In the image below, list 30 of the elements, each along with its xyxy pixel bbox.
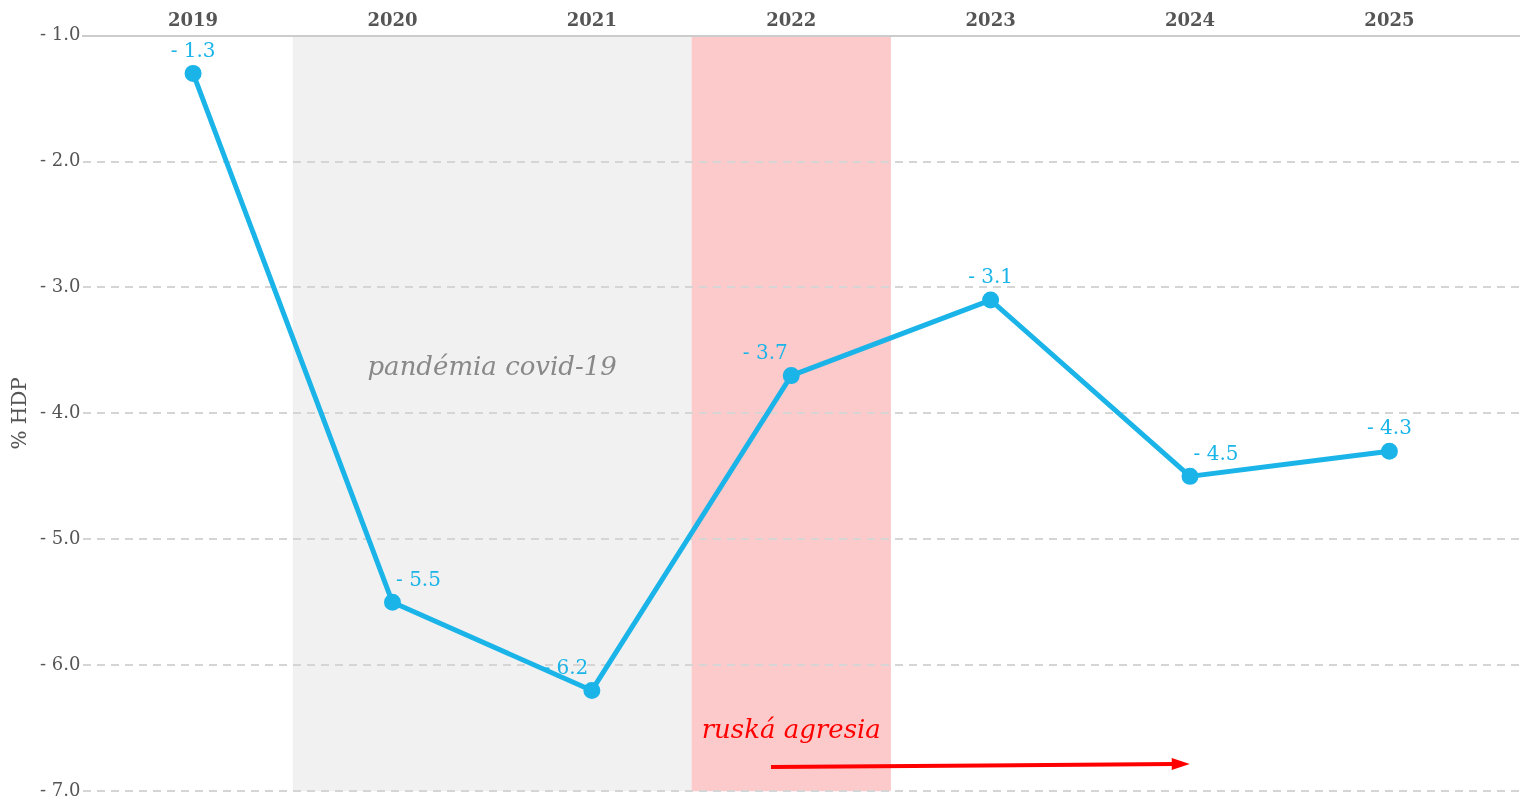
y-tick-label: - 7.0 bbox=[39, 778, 81, 800]
point bbox=[1181, 467, 1199, 485]
y-tick-label: - 6.0 bbox=[39, 652, 81, 674]
y-tick-label: - 5.0 bbox=[39, 527, 81, 549]
point bbox=[583, 681, 601, 699]
data-label: - 5.5 bbox=[396, 566, 441, 591]
y-tick-label: - 4.0 bbox=[39, 401, 81, 423]
y-axis-title: % HDP bbox=[7, 377, 32, 450]
data-label: - 1.3 bbox=[170, 37, 216, 62]
data-label: - 3.1 bbox=[968, 264, 1014, 289]
x-tick-label: 2019 bbox=[168, 9, 219, 31]
x-tick-label: 2021 bbox=[566, 9, 617, 31]
point bbox=[982, 291, 1000, 309]
x-tick-label: 2020 bbox=[367, 9, 418, 31]
x-tick-label: 2025 bbox=[1364, 9, 1415, 31]
y-tick-label: - 3.0 bbox=[39, 275, 81, 297]
data-label: - 4.5 bbox=[1193, 440, 1239, 465]
x-tick-label: 2022 bbox=[766, 9, 817, 31]
band-label: pandémia covid-19 bbox=[367, 350, 617, 381]
data-label: - 3.7 bbox=[742, 339, 788, 364]
band-label: ruská agresia bbox=[701, 713, 881, 744]
point bbox=[383, 593, 401, 611]
y-tick-label: - 1.0 bbox=[39, 23, 81, 45]
point bbox=[1380, 442, 1398, 460]
point bbox=[782, 367, 800, 385]
data-label: - 4.3 bbox=[1366, 415, 1412, 440]
y-tick-label: - 2.0 bbox=[39, 149, 81, 171]
x-tick-label: 2024 bbox=[1164, 9, 1216, 31]
point bbox=[184, 64, 202, 82]
x-tick-label: 2023 bbox=[965, 9, 1016, 31]
